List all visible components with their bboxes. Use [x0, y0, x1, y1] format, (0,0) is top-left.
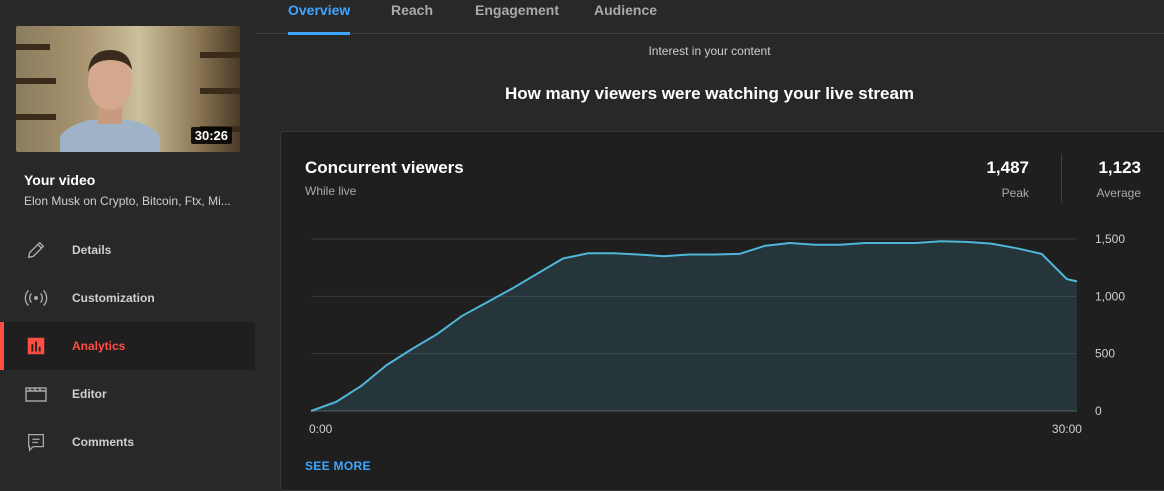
average-stat: 1,123 Average — [1077, 158, 1141, 200]
concurrent-viewers-chart[interactable]: 0 500 1,000 1,500 0:00 30:00 — [281, 132, 1164, 452]
y-tick-label: 1,500 — [1095, 232, 1125, 246]
concurrent-viewers-card: Concurrent viewers While live 1,487 Peak… — [280, 131, 1164, 491]
peak-value: 1,487 — [986, 158, 1029, 177]
bar-chart-icon — [24, 334, 48, 358]
series-area — [311, 241, 1077, 411]
pencil-icon — [24, 238, 48, 262]
sidebar-item-comments[interactable]: Comments — [0, 418, 255, 466]
y-tick-label: 500 — [1095, 347, 1115, 361]
sidebar-item-editor[interactable]: Editor — [0, 370, 255, 418]
sidebar: 30:26 Your video Elon Musk on Crypto, Bi… — [0, 0, 255, 475]
x-tick-label: 30:00 — [1052, 422, 1082, 436]
x-tick-label: 0:00 — [309, 422, 333, 436]
sidebar-item-customization[interactable]: Customization — [0, 274, 255, 322]
sidebar-item-label: Comments — [72, 435, 135, 449]
comment-icon — [24, 430, 48, 454]
video-title[interactable]: Elon Musk on Crypto, Bitcoin, Ftx, Mi... — [24, 194, 231, 208]
sidebar-item-label: Customization — [72, 291, 155, 305]
sidebar-item-analytics[interactable]: Analytics — [0, 322, 255, 370]
tab-audience[interactable]: Audience — [594, 2, 658, 18]
series-line — [310, 240, 1078, 412]
average-label: Average — [1096, 186, 1141, 200]
sidebar-item-label: Editor — [72, 387, 107, 401]
peak-label: Peak — [1001, 186, 1029, 200]
card-title: Concurrent viewers — [305, 158, 464, 177]
tab-reach[interactable]: Reach — [391, 2, 434, 18]
video-thumbnail[interactable]: 30:26 — [16, 26, 240, 152]
tab-overview[interactable]: Overview — [288, 0, 351, 35]
analytics-tabs: Overview Reach Engagement Audience — [255, 0, 1164, 35]
person-figure — [60, 50, 160, 152]
peak-stat: 1,487 Peak — [971, 158, 1029, 200]
interest-label: Interest in your content — [648, 44, 771, 58]
see-more-link[interactable]: SEE MORE — [305, 459, 371, 473]
sidebar-item-details[interactable]: Details — [0, 226, 255, 274]
stat-divider — [1061, 154, 1062, 202]
card-subtitle: While live — [305, 184, 357, 198]
sidebar-item-label: Details — [72, 243, 112, 257]
broadcast-icon — [24, 286, 48, 310]
y-tick-label: 0 — [1095, 404, 1102, 418]
main-content: Overview Reach Engagement Audience Inter… — [255, 0, 1164, 491]
tab-engagement[interactable]: Engagement — [475, 2, 560, 18]
clapperboard-icon — [24, 382, 48, 406]
y-tick-label: 1,000 — [1095, 289, 1125, 303]
your-video-label: Your video — [24, 172, 96, 188]
average-value: 1,123 — [1098, 158, 1141, 177]
sidebar-item-label: Analytics — [72, 339, 126, 353]
video-duration: 30:26 — [190, 127, 232, 144]
section-headline: How many viewers were watching your live… — [504, 84, 915, 103]
